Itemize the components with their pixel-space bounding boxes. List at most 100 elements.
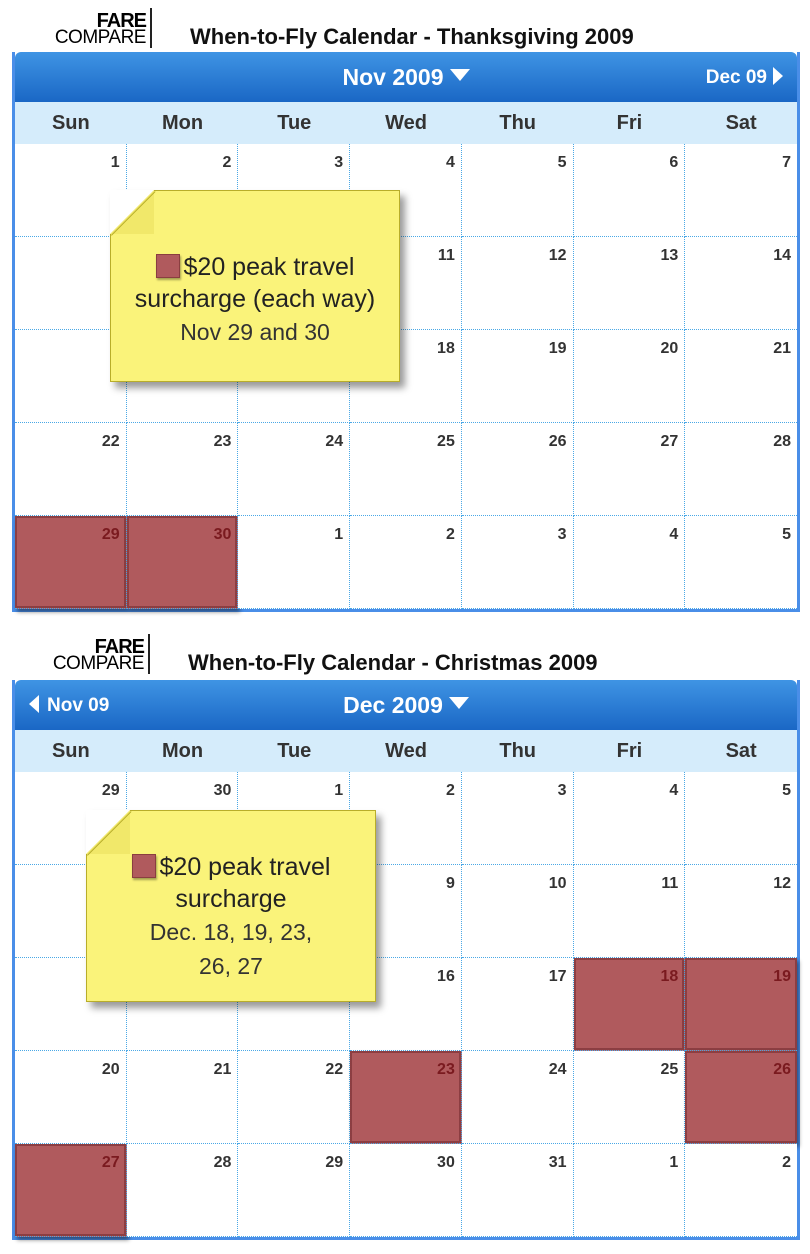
day-number: 20 [660,340,679,357]
weekday-label: Mon [162,112,204,134]
day-number: 1 [110,154,120,171]
day-number: 9 [445,875,455,892]
calendar-day-cell[interactable]: 5 [685,772,797,865]
calendar-day-cell-peak[interactable]: 26 [685,1051,797,1144]
weekday-label: Tue [277,740,312,762]
calendar-day-cell[interactable]: 2 [685,1144,797,1237]
day-number: 1 [669,1154,679,1171]
calendar-day-cell[interactable]: 11 [573,865,686,958]
weekday-label: Fri [616,740,643,762]
calendar-day-cell[interactable]: 21 [685,330,797,423]
day-number: 25 [437,433,455,450]
weekday-header: Sun Mon Tue Wed Thu Fri Sat [15,102,797,144]
calendar-day-cell-peak[interactable]: 27 [15,1144,127,1237]
weekday-label: Wed [385,112,427,134]
dropdown-arrow-icon [449,69,470,81]
weekday-label: Wed [385,740,427,762]
calendar-day-cell[interactable]: 24 [238,423,351,516]
calendar-day-cell[interactable]: 7 [685,144,797,237]
month-selector[interactable]: Dec 2009 [15,692,797,719]
calendar-day-cell[interactable]: 20 [15,1051,127,1144]
weekday-label: Tue [277,112,312,134]
calendar-day-cell-peak[interactable]: 23 [350,1051,462,1144]
weekday-label: Thu [499,112,537,134]
calendar-day-cell[interactable]: 13 [573,237,686,330]
day-number: 1 [334,782,344,799]
calendar-day-cell-peak[interactable]: 18 [573,958,686,1051]
prev-month-button[interactable]: Nov 09 [29,695,109,717]
calendar-day-cell-peak[interactable]: 30 [126,516,239,609]
calendar-day-cell[interactable]: 3 [461,516,574,609]
peak-legend-swatch [155,254,180,278]
day-number: 6 [669,154,679,171]
weekday-label: Thu [499,740,537,762]
calendar-day-cell[interactable]: 21 [126,1051,239,1144]
day-number: 12 [548,247,567,264]
calendar-day-cell[interactable]: 3 [461,772,574,865]
calendar-day-cell[interactable]: 25 [573,1051,686,1144]
calendar-day-cell[interactable]: 19 [461,330,574,423]
day-number: 4 [669,782,679,799]
day-number: 31 [548,1154,567,1171]
calendar-day-cell[interactable]: 5 [685,516,797,609]
day-number: 26 [773,1061,791,1078]
day-number: 2 [782,1154,791,1171]
farecompare-logo: FARE COMPARE [24,634,150,674]
day-number: 2 [445,782,455,799]
calendar-day-cell[interactable]: 10 [461,865,574,958]
calendar-day-cell[interactable]: 5 [461,144,574,237]
calendar-day-cell[interactable]: 28 [685,423,797,516]
calendar-day-cell[interactable]: 4 [573,516,686,609]
day-number: 29 [101,782,120,799]
calendar-day-cell[interactable] [15,330,127,423]
day-number: 11 [437,247,455,264]
calendar-day-cell[interactable]: 31 [461,1144,574,1237]
calendar-day-cell[interactable]: 28 [126,1144,239,1237]
thanksgiving-section: FARE COMPARE When-to-Fly Calendar - Than… [0,0,810,620]
calendar-day-cell[interactable]: 1 [15,144,127,237]
calendar-day-cell[interactable]: 27 [573,423,686,516]
month-selector[interactable]: Nov 2009 [15,64,797,91]
day-number: 18 [437,340,455,357]
note-dates: 26, 27 [199,953,263,979]
day-number: 21 [213,1061,232,1078]
calendar-day-cell[interactable] [15,237,127,330]
calendar-day-cell[interactable]: 2 [350,516,462,609]
day-number: 4 [669,526,679,543]
farecompare-logo: FARE COMPARE [26,8,152,48]
calendar-day-cell[interactable]: 12 [461,237,574,330]
day-number: 17 [548,968,567,985]
calendar-day-cell[interactable]: 25 [350,423,462,516]
chevron-left-icon [29,695,39,713]
calendar-day-cell[interactable]: 4 [573,772,686,865]
day-number: 1 [334,526,344,543]
calendar-day-cell-peak[interactable]: 29 [15,516,127,609]
calendar-day-cell[interactable]: 1 [573,1144,686,1237]
calendar-day-cell[interactable]: 24 [461,1051,574,1144]
calendar-day-cell[interactable]: 22 [238,1051,351,1144]
calendar-day-cell[interactable]: 12 [685,865,797,958]
day-number: 19 [773,968,791,985]
day-number: 3 [557,782,567,799]
calendar-day-cell[interactable]: 17 [461,958,574,1051]
calendar-day-cell[interactable]: 20 [573,330,686,423]
calendar-day-cell[interactable]: 23 [126,423,239,516]
calendar-day-cell[interactable]: 14 [685,237,797,330]
peak-legend-swatch [131,854,156,878]
weekday-header: Sun Mon Tue Wed Thu Fri Sat [15,730,797,772]
day-number: 5 [557,154,567,171]
calendar-day-cell[interactable]: 26 [461,423,574,516]
calendar-day-cell[interactable]: 1 [238,516,351,609]
calendar-day-cell[interactable]: 30 [350,1144,462,1237]
day-number: 28 [773,433,791,450]
calendar-day-cell-peak[interactable]: 19 [685,958,797,1051]
note-fold [110,190,154,234]
calendar-day-cell[interactable]: 22 [15,423,127,516]
day-number: 29 [325,1154,344,1171]
day-number: 3 [557,526,567,543]
day-number: 26 [548,433,567,450]
day-number: 11 [661,875,679,892]
calendar-day-cell[interactable]: 6 [573,144,686,237]
next-month-button[interactable]: Dec 09 [706,67,783,89]
calendar-day-cell[interactable]: 29 [238,1144,351,1237]
